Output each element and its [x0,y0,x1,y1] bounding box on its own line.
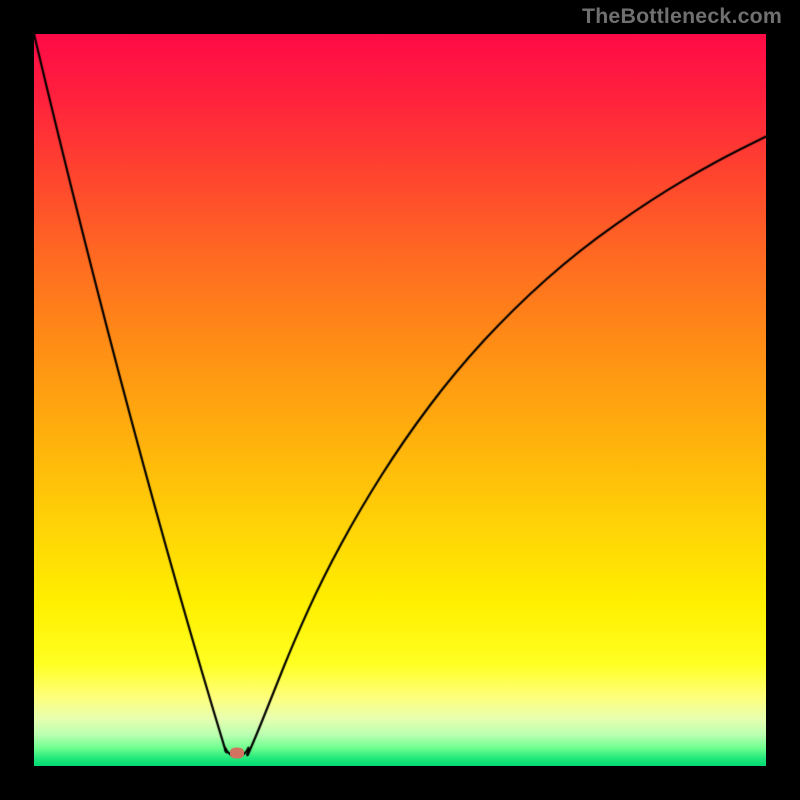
watermark-text: TheBottleneck.com [582,4,782,29]
bottleneck-curve [34,34,766,766]
plot-area [34,34,766,766]
optimum-marker [230,747,244,758]
chart-container: TheBottleneck.com [0,0,800,800]
